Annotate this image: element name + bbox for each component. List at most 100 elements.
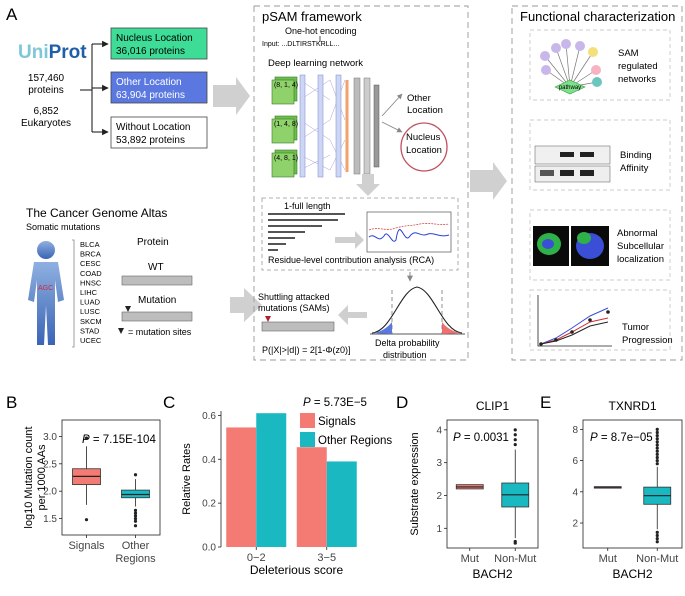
- y-axis-label: per 1000 AAs: [36, 444, 48, 511]
- uniprot-bracket: [80, 40, 109, 136]
- y-tick-label: 1.5: [43, 514, 57, 525]
- onehot-label: One-hot encoding: [285, 26, 357, 36]
- x-tick-label: Mut: [599, 553, 617, 565]
- panel-label-e: E: [540, 393, 551, 412]
- binding-box: [529, 119, 671, 191]
- mutation-sites-legend: = mutation sites: [128, 327, 192, 337]
- proteins-label: proteins: [28, 85, 64, 96]
- outlier-point: [133, 473, 138, 477]
- nucleus-location-box: [110, 27, 208, 60]
- outlier-point: [655, 458, 659, 463]
- without-location-box: [110, 116, 208, 149]
- func-1-l2: regulated: [618, 61, 658, 72]
- outlier-point: [655, 462, 659, 466]
- y-tick-label: 0.0: [202, 543, 216, 554]
- cancer-type-lusc: LUSC: [80, 307, 101, 316]
- other-location-box: [110, 71, 208, 104]
- cancer-type-lihc: LIHC: [80, 288, 98, 297]
- y-tick-label: 2: [436, 491, 442, 502]
- outlier-point: [655, 455, 659, 460]
- y-tick-label: 1: [436, 524, 442, 535]
- outlier-point: [133, 516, 138, 521]
- delta-label-l1: Delta probability: [375, 338, 440, 348]
- tcga-title: The Cancer Genome Altas: [26, 206, 167, 220]
- y-axis-label: log10 Mutation count: [23, 426, 35, 528]
- uniprot-block: UniProt 157,460 proteins 6,852 Eukaryote…: [18, 42, 87, 129]
- mutation-marker: [125, 306, 131, 312]
- x-tick-label: Non-Mut: [636, 553, 678, 565]
- cancer-type-luad: LUAD: [80, 298, 101, 307]
- rca-label: Residue-level contribution analysis (RCA…: [268, 255, 434, 265]
- flow-arrow-down: [356, 174, 380, 196]
- legend-label: Other Regions: [318, 435, 392, 447]
- sams-label-l1: Shuttling attacked: [258, 292, 330, 302]
- eukaryotes-count: 6,852: [33, 106, 58, 117]
- chart-e: 2 4 6 8 Mut Non-Mut P = 8.7e−05 TXNRD1 BACH2: [572, 399, 683, 581]
- without-location-count: 53,892 proteins: [116, 135, 185, 146]
- x-axis-label: BACH2: [612, 567, 652, 581]
- x-tick-label: Other: [122, 540, 150, 552]
- x-tick-label: 3−5: [317, 552, 336, 564]
- x-axis-label: BACH2: [472, 567, 512, 581]
- func-3-l3: localization: [617, 254, 664, 265]
- dl-label: Deep learning network: [268, 58, 363, 69]
- cancer-type-cesc: CESC: [80, 259, 101, 268]
- rca-box: [261, 197, 459, 271]
- cancer-types-list: BLCABRCACESCCOADHNSCLIHCLUADLUSCSKCMSTAD…: [80, 240, 102, 345]
- y-tick-label: 0.6: [202, 411, 216, 422]
- protein-label: Protein: [137, 237, 169, 248]
- filter-label-3: (4, 8, 1): [274, 155, 298, 162]
- progression-chart: [537, 295, 612, 347]
- cancer-type-blca: BLCA: [80, 240, 100, 249]
- x-tick-label: Signals: [68, 540, 105, 552]
- mutation-protein-bar: [121, 311, 193, 322]
- cancer-type-ucec: UCEC: [80, 336, 102, 345]
- flow-arrow-3: [230, 288, 262, 322]
- proteins-count: 157,460: [28, 73, 65, 84]
- panel-label-d: D: [396, 393, 408, 412]
- chart-d: 1 2 3 4 Mut Non-Mut P = 0.0031 CLIP1 BACH2 Substr…: [409, 399, 539, 581]
- cancer-type-skcm: SKCM: [80, 317, 102, 326]
- outlier-point: [133, 511, 138, 515]
- pathway-label: pathway: [559, 85, 581, 91]
- outlier-point: [133, 508, 138, 512]
- delta-arrow-left: [338, 305, 367, 325]
- func-4-l1: Tumor: [622, 322, 649, 333]
- outlier-point: [655, 446, 659, 450]
- without-location-name: Without Location: [116, 122, 191, 133]
- outlier-point: [655, 427, 659, 431]
- tcga-subtitle: Somatic mutations: [26, 222, 101, 232]
- psam-framework-box: [253, 5, 469, 361]
- legend-marker: [118, 328, 124, 334]
- eukaryotes-label: Eukaryotes: [21, 118, 71, 129]
- western-blot-image: [534, 145, 611, 183]
- filter-label-2: (1, 4, 8): [274, 121, 298, 128]
- p-value: P = 0.0031: [453, 432, 509, 444]
- flow-arrow-2: [470, 162, 507, 200]
- plot-area: [582, 419, 683, 549]
- functional-title: Functional characterization: [520, 9, 675, 24]
- outlier-point: [513, 443, 517, 447]
- other-location-count: 63,904 proteins: [116, 90, 185, 101]
- out-other-l1: Other: [407, 93, 431, 104]
- microscopy-image: [533, 226, 609, 266]
- outlier-point: [84, 436, 89, 440]
- nucleus-ellipse: [400, 122, 448, 172]
- sam-protein-bar: [261, 321, 335, 332]
- x-tick-label: 0−2: [247, 552, 266, 564]
- formula: P(|X|>|d|) = 2[1-Φ(z0)]: [262, 345, 351, 355]
- rca-blue-line: [368, 229, 450, 242]
- rca-arrow: [335, 231, 364, 249]
- outlier-point: [133, 519, 138, 523]
- rca-plot: [366, 211, 452, 253]
- delta-label-l2: distribution: [383, 350, 427, 360]
- out-nucleus-l2: Location: [406, 145, 442, 156]
- y-tick-label: 3.0: [43, 432, 57, 443]
- bar-other-regions: [326, 461, 357, 547]
- outlier-point: [513, 541, 517, 545]
- other-location-name: Other Location: [116, 77, 182, 88]
- sam-marker: [265, 316, 271, 322]
- panel-label-b: B: [6, 393, 17, 412]
